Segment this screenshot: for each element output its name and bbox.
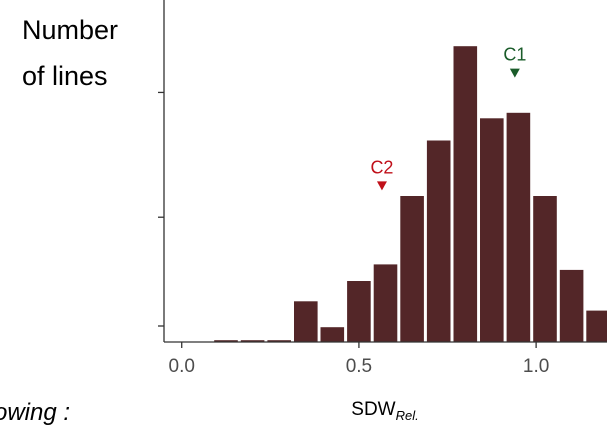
cropped-handwritten-text: owing : (0, 399, 70, 426)
histogram-bar-2 (240, 340, 265, 342)
y-axis-label-line-1: Number (22, 15, 118, 45)
y-axis-label-line-2: of lines (22, 61, 108, 91)
histogram-bar-4 (294, 301, 318, 342)
histogram-bars (214, 46, 607, 342)
histogram-bar-14 (559, 269, 584, 342)
marker-triangle-c1 (509, 68, 520, 78)
x-tick-label-3: 1.0 (523, 356, 549, 377)
histogram-bar-13 (533, 196, 557, 342)
histogram-bar-8 (400, 196, 424, 342)
histogram-bar-15 (586, 310, 607, 342)
histogram-bar-7 (373, 264, 398, 342)
histogram-bar-6 (347, 281, 371, 342)
marker-label-c2: C2 (370, 157, 393, 177)
histogram-bar-5 (320, 327, 345, 342)
histogram-bar-9 (426, 140, 451, 342)
histogram-bar-1 (214, 340, 238, 342)
histogram-bar-12 (506, 112, 531, 342)
histogram-bar-11 (480, 118, 504, 342)
x-axis-label-subscript: Rel. (396, 408, 419, 423)
y-axis-ticks (158, 91, 164, 327)
marker-triangle-c2 (376, 181, 387, 191)
x-axis-ticks: 0.0 0.5 1.0 (169, 342, 549, 377)
x-tick-label-1: 0.0 (169, 356, 195, 377)
annotation-markers: C1 C2 (370, 45, 526, 191)
x-axis-label: SDWRel. (351, 399, 418, 423)
x-axis-label-main: SDW (351, 399, 395, 420)
x-tick-label-2: 0.5 (346, 356, 372, 377)
histogram-bar-10 (453, 46, 478, 342)
marker-label-c1: C1 (503, 45, 526, 65)
histogram-bar-3 (267, 340, 291, 342)
